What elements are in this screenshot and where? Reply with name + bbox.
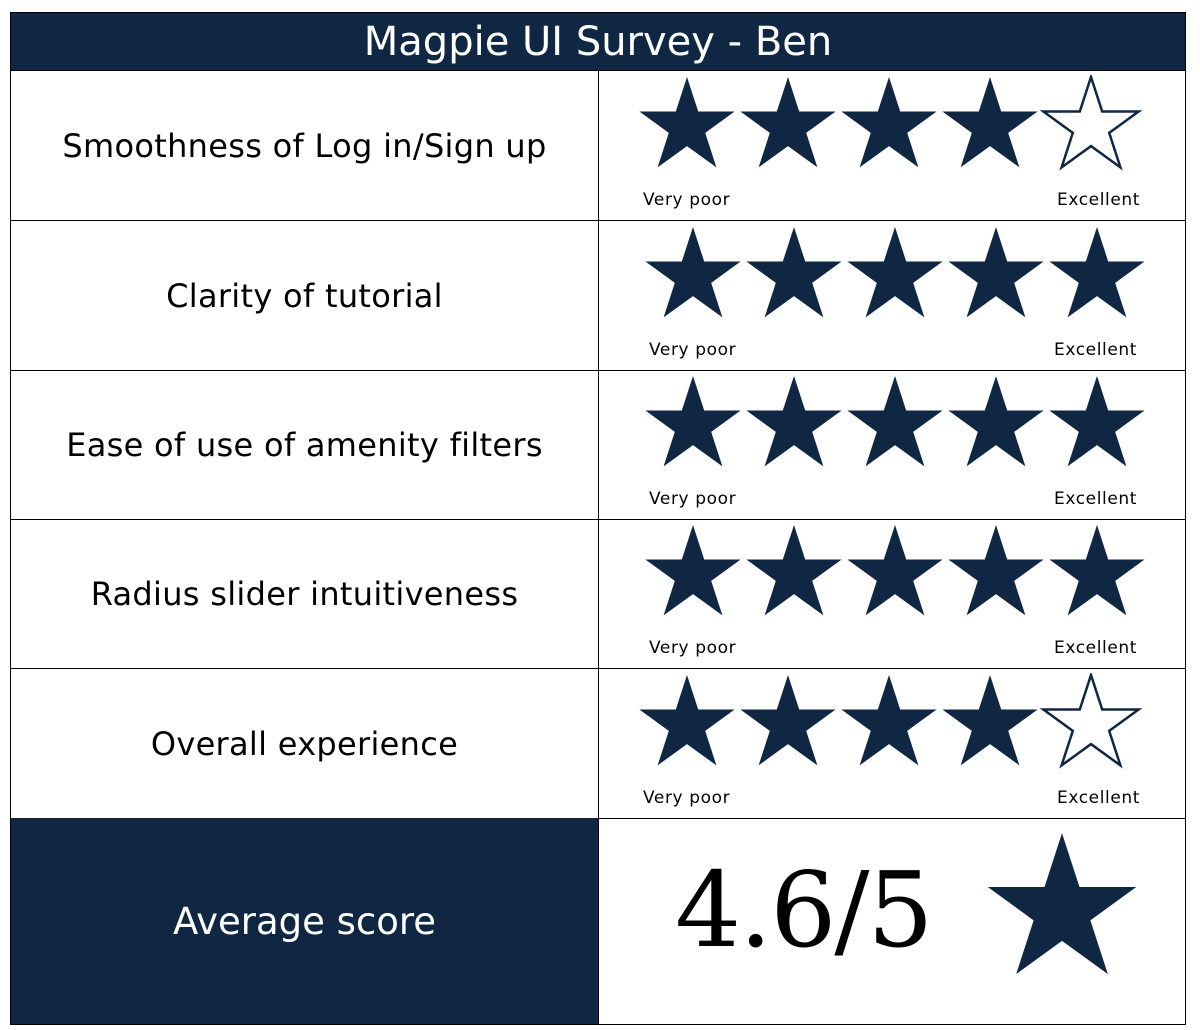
question-row: Smoothness of Log in/Sign up Very poor E… [11,71,1185,221]
filled-star-icon [948,525,1044,616]
filled-star-icon [1049,376,1145,467]
filled-star-shape [1049,376,1145,467]
filled-star-shape [740,675,836,766]
scale-high-label: Excellent [1054,638,1138,658]
filled-star-shape [746,525,842,616]
average-row: Average score 4.6/5 [11,818,1185,1024]
filled-star-icon [847,227,943,318]
filled-star-shape [639,675,735,766]
scale-low-label: Very poor [643,788,731,808]
empty-star-shape [1039,673,1143,769]
star-rating [641,225,1161,325]
filled-star-shape [841,77,937,168]
filled-star-icon [740,77,836,168]
filled-star-shape [942,675,1038,766]
filled-star-icon [948,227,1044,318]
filled-star-shape [740,77,836,168]
star-rating [635,75,1155,175]
empty-star-shape [1039,75,1143,171]
filled-star-icon [942,77,1038,168]
filled-star-icon [847,376,943,467]
filled-star-shape [746,376,842,467]
filled-star-icon [746,227,842,318]
filled-star-shape [948,376,1044,467]
filled-star-icon [841,77,937,168]
question-label: Smoothness of Log in/Sign up [11,71,599,220]
filled-star-shape [847,376,943,467]
star-rating [641,374,1161,474]
question-row: Radius slider intuitiveness Very poor Ex… [11,519,1185,669]
question-row: Clarity of tutorial Very poor Excellent [11,221,1185,371]
question-row: Overall experience Very poor Excellent [11,669,1185,819]
filled-star-icon [746,376,842,467]
scale-low-label: Very poor [649,489,737,509]
average-score: 4.6/5 [675,849,934,971]
filled-star-shape [847,227,943,318]
average-star-shape [987,833,1137,975]
filled-star-shape [645,525,741,616]
scale-high-label: Excellent [1057,190,1141,210]
empty-star-icon [1039,75,1143,171]
rating-cell: Very poor Excellent [599,71,1185,220]
star-rating [641,523,1161,623]
filled-star-icon [645,376,741,467]
rating-cell: Very poor Excellent [599,669,1185,818]
filled-star-icon [746,525,842,616]
filled-star-icon [740,675,836,766]
scale-high-label: Excellent [1054,340,1138,360]
filled-star-shape [645,227,741,318]
filled-star-icon [847,525,943,616]
filled-star-icon [948,376,1044,467]
star-rating [635,673,1155,773]
filled-star-icon [645,525,741,616]
filled-star-icon [645,227,741,318]
rating-cell: Very poor Excellent [599,519,1185,668]
average-label: Average score [11,818,599,1024]
filled-star-icon [942,675,1038,766]
survey-table: Magpie UI Survey - Ben Smoothness of Log… [10,12,1186,1025]
filled-star-shape [1049,525,1145,616]
rating-cell: Very poor Excellent [599,370,1185,519]
filled-star-shape [942,77,1038,168]
empty-star-icon [1039,673,1143,769]
question-label: Ease of use of amenity filters [11,370,599,519]
filled-star-icon [1049,227,1145,318]
filled-star-icon [639,77,735,168]
rating-cell: Very poor Excellent [599,221,1185,370]
scale-high-label: Excellent [1054,489,1138,509]
filled-star-shape [948,227,1044,318]
scale-high-label: Excellent [1057,788,1141,808]
question-label: Clarity of tutorial [11,221,599,370]
filled-star-shape [847,525,943,616]
filled-star-shape [639,77,735,168]
survey-title: Magpie UI Survey - Ben [11,13,1185,71]
filled-star-icon [987,833,1137,975]
filled-star-shape [1049,227,1145,318]
scale-low-label: Very poor [649,340,737,360]
scale-low-label: Very poor [649,638,737,658]
filled-star-shape [948,525,1044,616]
filled-star-icon [639,675,735,766]
filled-star-shape [746,227,842,318]
question-label: Overall experience [11,669,599,818]
question-row: Ease of use of amenity filters Very poor… [11,370,1185,520]
filled-star-shape [841,675,937,766]
filled-star-icon [841,675,937,766]
question-label: Radius slider intuitiveness [11,519,599,668]
filled-star-shape [645,376,741,467]
scale-low-label: Very poor [643,190,731,210]
filled-star-icon [1049,525,1145,616]
